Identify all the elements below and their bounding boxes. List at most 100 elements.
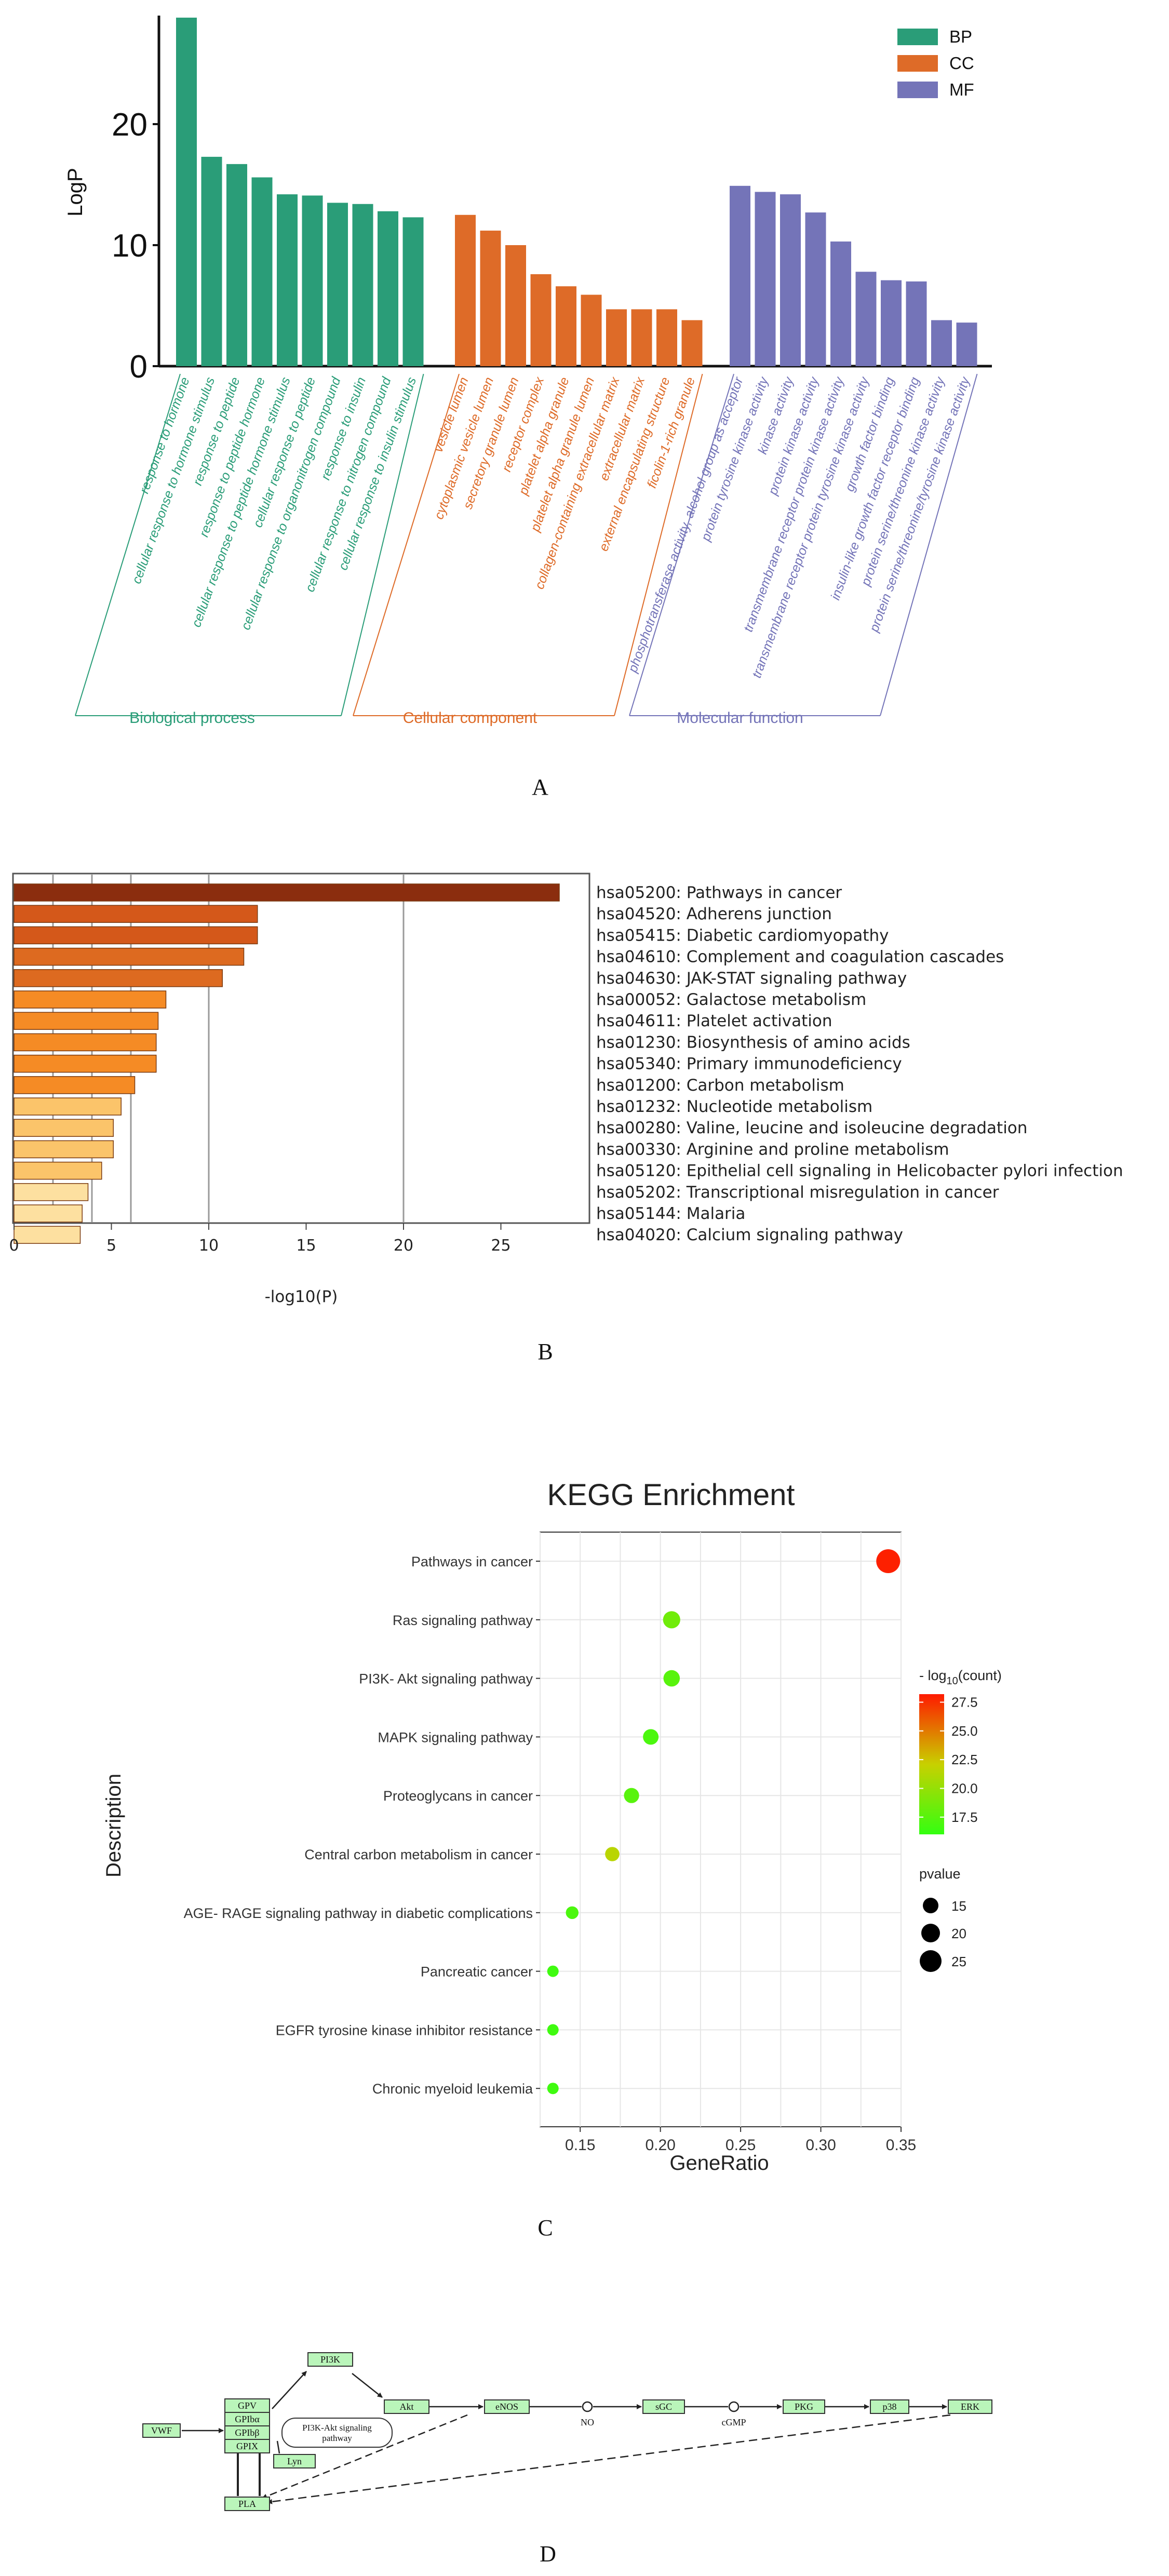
x-tick-label: 20: [394, 1237, 413, 1255]
edge-pi3k-akt: [352, 2373, 383, 2398]
category-label: Proteoglycans in cancer: [383, 1788, 533, 1804]
bar-cc: [631, 309, 652, 366]
category-label: Ras signaling pathway: [393, 1613, 533, 1628]
x-tick-label: 0.15: [565, 2137, 595, 2154]
group-bracket-bp: [75, 373, 424, 716]
color-tick-label: 20.0: [951, 1780, 978, 1796]
map-label-line1: PI3K-Akt signaling: [302, 2423, 372, 2433]
bar-mf: [881, 280, 902, 366]
edge-erk-pla-dashed: [267, 2414, 951, 2504]
compound-label-cgmp: cGMP: [721, 2417, 746, 2427]
bar-bp: [201, 156, 222, 366]
node-label-gpix: GPIX: [236, 2441, 258, 2451]
kegg-dot-plot: KEGG Enrichment Pathways in cancer Ras si…: [102, 1478, 1002, 2240]
pathway-label: hsa05340: Primary immunodeficiency: [596, 1055, 902, 1074]
pathway-label: hsa05415: Diabetic cardiomyopathy: [596, 926, 889, 945]
bar-cc: [606, 309, 627, 366]
dot: [876, 1549, 901, 1573]
legend-label-mf: MF: [949, 80, 974, 99]
size-legend: pvalue 15 20 25: [919, 1866, 966, 1972]
legend-label-cc: CC: [949, 53, 974, 73]
pathway-label: hsa05202: Transcriptional misregulation …: [596, 1183, 999, 1202]
bar-cc: [505, 245, 526, 366]
bar-mf: [730, 185, 750, 366]
compound-cgmp: [728, 2401, 740, 2412]
pathway-label: hsa01200: Carbon metabolism: [596, 1076, 844, 1095]
size-legend-label-25: 25: [951, 1954, 966, 1969]
node-pi3k: [307, 2352, 353, 2367]
node-lyn: [273, 2454, 316, 2468]
pathway-label: hsa05144: Malaria: [596, 1204, 745, 1223]
group-label-bp: Biological process: [129, 709, 255, 727]
legend-label-bp: BP: [949, 27, 972, 46]
category-label: Pancreatic cancer: [421, 1964, 533, 1980]
panel-label-b: B: [538, 1339, 553, 1364]
color-tick-label: 22.5: [951, 1752, 978, 1767]
bar: [14, 947, 245, 966]
size-legend-dot-25: [920, 1950, 942, 1972]
node-gpix: [224, 2439, 270, 2453]
legend-swatch-cc: [897, 55, 938, 72]
bar-bp: [251, 177, 273, 366]
bar-mf: [805, 212, 826, 366]
x-tick-label: 25: [491, 1237, 510, 1255]
size-legend-label-15: 15: [951, 1898, 966, 1914]
pathway-label: hsa00280: Valine, leucine and isoleucine…: [596, 1119, 1027, 1137]
bar: [14, 1183, 89, 1201]
bar: [14, 1161, 102, 1180]
group-label-mf: Molecular function: [677, 709, 803, 727]
map-label-line2: pathway: [322, 2433, 352, 2443]
bar: [14, 990, 167, 1009]
bar-mf: [906, 281, 927, 366]
color-legend-title: - log10(count): [919, 1668, 1002, 1687]
pathway-label: hsa04610: Complement and coagulation cas…: [596, 948, 1004, 967]
color-tick-label: 27.5: [951, 1694, 978, 1710]
dot: [547, 2083, 559, 2095]
node-gpiba: [224, 2412, 270, 2426]
node-label-pi3k: PI3K: [320, 2354, 340, 2365]
dot: [624, 1788, 639, 1803]
legend-swatch-bp: [897, 29, 938, 45]
node-enos: [484, 2399, 530, 2414]
bar-bp: [378, 211, 398, 366]
bar: [14, 1097, 122, 1116]
edge-gp-pi3k: [272, 2371, 307, 2409]
bar: [14, 926, 258, 945]
dot: [547, 1965, 559, 1977]
category-label: Central carbon metabolism in cancer: [304, 1847, 533, 1862]
group-label-cc: Cellular component: [403, 709, 538, 727]
y-axis-label: Description: [102, 1774, 125, 1877]
bar-cc: [480, 231, 501, 366]
size-legend-dot-15: [923, 1898, 938, 1913]
bar-bp: [327, 203, 348, 366]
x-tick-label: 0.25: [725, 2137, 756, 2154]
x-tick-label: 0.30: [805, 2137, 836, 2154]
bar-cc: [681, 320, 703, 366]
node-label-akt: Akt: [400, 2401, 414, 2412]
node-pkg: [783, 2399, 825, 2414]
bar: [14, 1012, 159, 1030]
y-axis-label: LogP: [64, 168, 87, 216]
color-tick-label: 17.5: [951, 1809, 978, 1825]
compound-no: [582, 2401, 593, 2412]
group-bracket-mf: [629, 373, 978, 716]
color-tick-label: 25.0: [951, 1723, 978, 1739]
pathway-label: hsa04611: Platelet activation: [596, 1012, 832, 1030]
x-tick-label: 5: [106, 1237, 116, 1255]
dot: [547, 2024, 559, 2036]
x-axis-label: GeneRatio: [669, 2152, 769, 2175]
node-label-p38: p38: [883, 2401, 897, 2412]
bar-cc: [455, 214, 476, 366]
node-label-gpv: GPV: [238, 2400, 257, 2411]
size-legend-title: pvalue: [919, 1866, 961, 1882]
x-tick-label: 15: [296, 1237, 316, 1255]
pathway-label: hsa05200: Pathways in cancer: [596, 883, 842, 902]
bar-bp: [402, 217, 424, 366]
node-akt: [384, 2399, 429, 2414]
legend: BP CC MF: [897, 27, 974, 99]
bar: [14, 1226, 81, 1244]
pathway-label: hsa04020: Calcium signaling pathway: [596, 1226, 903, 1244]
node-sgc: [642, 2399, 685, 2414]
